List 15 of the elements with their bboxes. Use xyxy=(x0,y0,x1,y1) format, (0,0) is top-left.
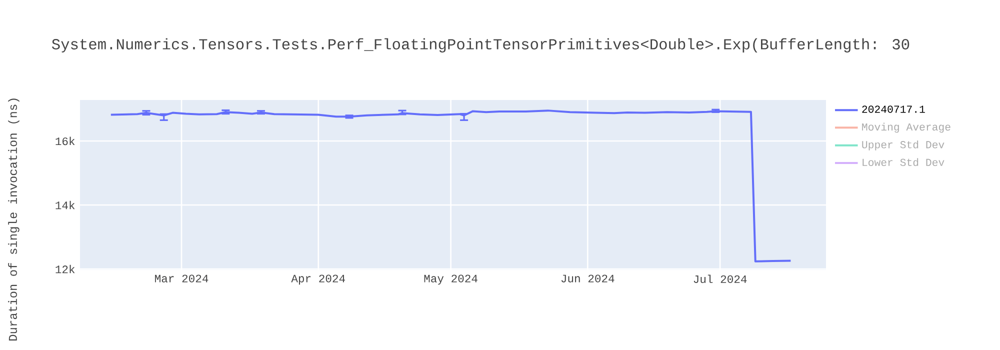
legend-label: Moving Average xyxy=(862,122,950,133)
x-tick-label: May 2024 xyxy=(424,274,478,285)
legend-label: Upper Std Dev xyxy=(862,140,944,150)
legend-label: Lower Std Dev xyxy=(862,158,944,166)
y-axis-title: Duration of single invocation (ns) xyxy=(8,98,20,340)
x-tick-label: Jun 2024 xyxy=(561,274,614,282)
y-tick-label: 16k xyxy=(56,136,75,146)
x-tick-label: Jul 2024 xyxy=(694,274,747,284)
x-tick-label: Mar 2024 xyxy=(155,274,208,282)
chart-title: System.Numerics.Tensors.Tests.Perf_FloatingPointTensorPrimitives<Double>.Exp(BufferLength: 30 xyxy=(52,38,910,52)
line-series xyxy=(110,110,792,262)
y-tick-label: 14k xyxy=(56,200,75,210)
legend-label: 20240717.1 xyxy=(862,106,925,113)
y-tick-label: 12k xyxy=(56,264,75,274)
x-tick-label: Apr 2024 xyxy=(291,274,345,285)
